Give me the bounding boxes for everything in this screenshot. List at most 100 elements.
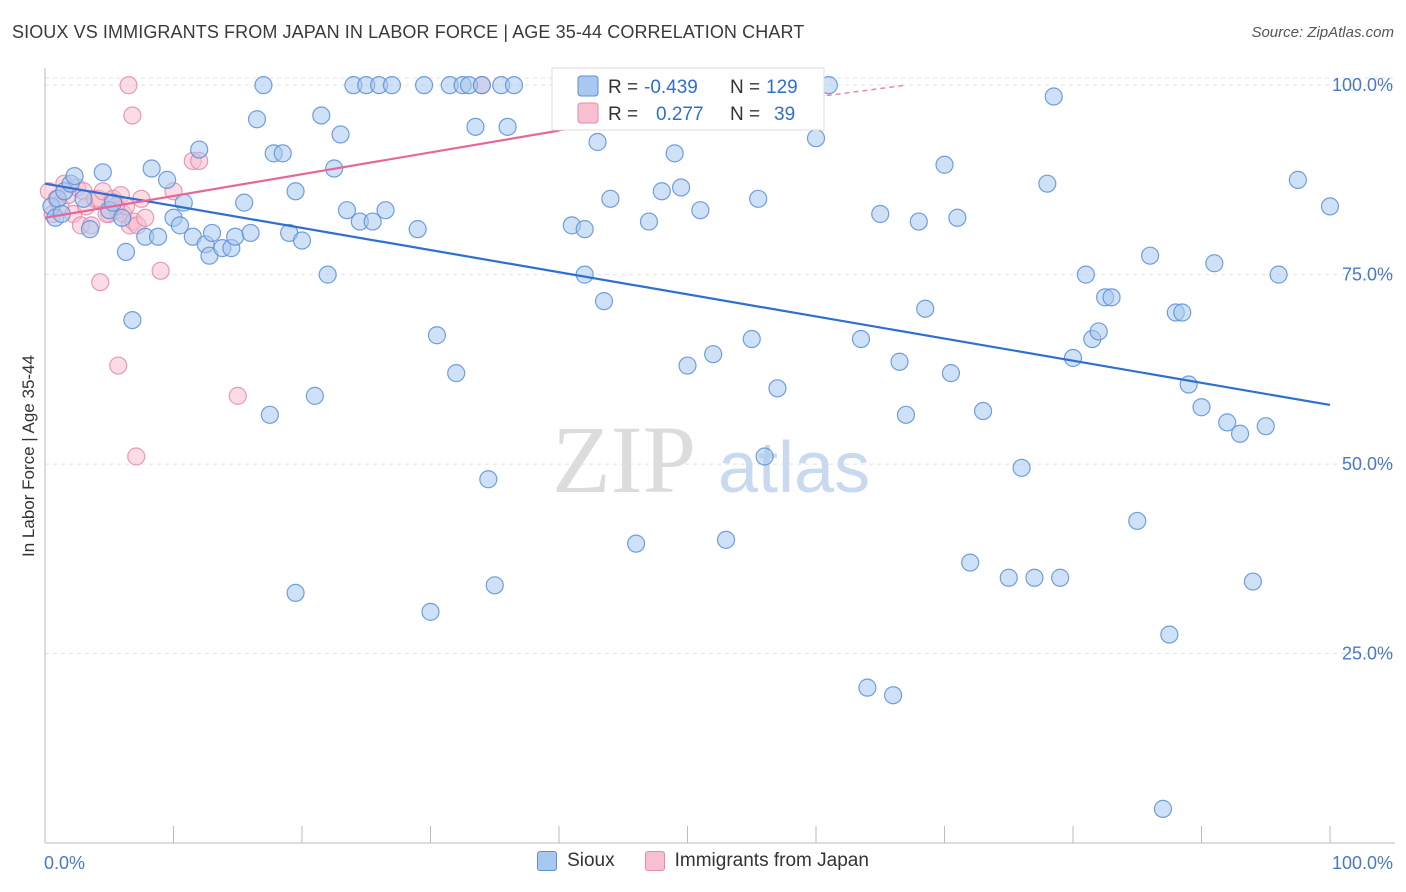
sioux-point xyxy=(999,568,1018,587)
sioux-point xyxy=(601,189,620,208)
sioux-point xyxy=(691,201,710,220)
bottom-legend-japan-label: Immigrants from Japan xyxy=(674,850,869,871)
sioux-point xyxy=(1205,254,1224,273)
sioux-point xyxy=(74,189,93,208)
sioux-point xyxy=(318,265,337,284)
sioux-point xyxy=(890,352,909,371)
sioux-point xyxy=(858,678,877,697)
sioux-point xyxy=(170,216,190,235)
sioux-point xyxy=(414,76,434,95)
sioux-point xyxy=(1044,87,1063,106)
sioux-point xyxy=(1038,174,1057,193)
sioux-point xyxy=(123,310,142,330)
sioux-point xyxy=(652,182,671,201)
sioux-point xyxy=(935,155,954,174)
bottom-legend: Sioux Immigrants from Japan xyxy=(0,850,1406,872)
stats-legend: R = -0.439 N = 129 R = 0.277 N = 39 xyxy=(551,67,825,131)
sioux-point xyxy=(305,386,324,405)
sioux-point xyxy=(716,530,736,549)
sioux-point xyxy=(260,405,279,424)
legend-swatch-blue xyxy=(577,75,599,97)
sioux-point xyxy=(1256,417,1275,436)
sioux-point xyxy=(806,129,826,148)
sioux-point xyxy=(588,132,607,152)
legend-r-label: R = xyxy=(608,77,638,98)
sioux-point xyxy=(190,140,209,159)
sioux-point xyxy=(1025,568,1044,587)
legend-r-label: R = xyxy=(608,104,638,125)
sioux-point xyxy=(851,329,871,349)
japan-point xyxy=(119,76,138,95)
bottom-legend-japan: Immigrants from Japan xyxy=(644,850,869,872)
sioux-point xyxy=(292,231,312,250)
sioux-point xyxy=(376,201,395,220)
sioux-point xyxy=(408,220,427,239)
sioux-point xyxy=(337,201,357,220)
legend-r-value: -0.439 xyxy=(644,77,698,98)
sioux-point xyxy=(286,182,305,201)
sioux-point xyxy=(226,227,245,246)
sioux-point xyxy=(871,204,890,224)
y-axis-label: In Labor Force | Age 35-44 xyxy=(19,355,38,557)
sioux-point xyxy=(421,602,440,621)
sioux-point xyxy=(1192,398,1211,417)
sioux-point xyxy=(1051,568,1070,587)
sioux-point xyxy=(80,220,100,239)
sioux-point xyxy=(157,170,177,189)
sioux-point xyxy=(427,326,447,345)
japan-point xyxy=(151,261,170,280)
sioux-point xyxy=(241,223,260,243)
x-tick-label: 100.0% xyxy=(1332,853,1393,873)
sioux-point xyxy=(472,76,491,95)
sioux-point xyxy=(916,299,935,318)
watermark: ZIP atlas xyxy=(552,406,870,513)
sioux-point xyxy=(202,223,222,243)
sioux-point xyxy=(65,166,84,186)
gridlines xyxy=(45,77,1395,655)
sioux-point xyxy=(665,144,684,163)
sioux-point xyxy=(883,686,903,705)
sioux-point xyxy=(1076,265,1095,284)
japan-point xyxy=(109,356,128,375)
sioux-point xyxy=(479,470,498,489)
japan-point xyxy=(127,447,146,466)
y-tick-label: 75.0% xyxy=(1342,265,1393,285)
sioux-point xyxy=(1140,246,1160,265)
sioux-point xyxy=(896,405,916,424)
legend-n-value: 129 xyxy=(766,77,798,98)
japan-swatch xyxy=(644,851,665,871)
sioux-point xyxy=(466,117,485,136)
sioux-point xyxy=(93,163,112,182)
sioux-point xyxy=(626,534,646,553)
sioux-point xyxy=(382,76,402,95)
sioux-point xyxy=(742,329,761,349)
sioux-point xyxy=(331,125,350,144)
x-tick-label: 0.0% xyxy=(44,853,85,873)
sioux-swatch xyxy=(537,851,558,871)
watermark-zip: ZIP xyxy=(552,406,696,513)
series-sioux xyxy=(42,76,1340,818)
y-tick-label: 50.0% xyxy=(1342,454,1393,474)
sioux-point xyxy=(961,553,980,572)
sioux-point xyxy=(639,212,659,231)
sioux-point xyxy=(286,583,305,603)
watermark-atlas: atlas xyxy=(718,428,870,508)
bottom-legend-sioux: Sioux xyxy=(537,850,615,872)
sioux-point xyxy=(1128,511,1147,531)
y-tick-label: 100.0% xyxy=(1332,75,1393,95)
sioux-point xyxy=(671,178,691,197)
bottom-legend-sioux-label: Sioux xyxy=(567,850,615,871)
sioux-point xyxy=(973,401,993,421)
sioux-point xyxy=(678,356,697,375)
sioux-point xyxy=(273,144,292,163)
sioux-trend-line xyxy=(44,182,1331,407)
sioux-point xyxy=(1063,348,1083,368)
sioux-point xyxy=(909,212,928,231)
sioux-point xyxy=(1230,424,1250,443)
japan-point xyxy=(91,273,110,292)
sioux-point xyxy=(948,208,967,227)
sioux-point xyxy=(704,345,723,364)
japan-point xyxy=(228,386,247,405)
legend-n-label: N = xyxy=(730,104,760,125)
